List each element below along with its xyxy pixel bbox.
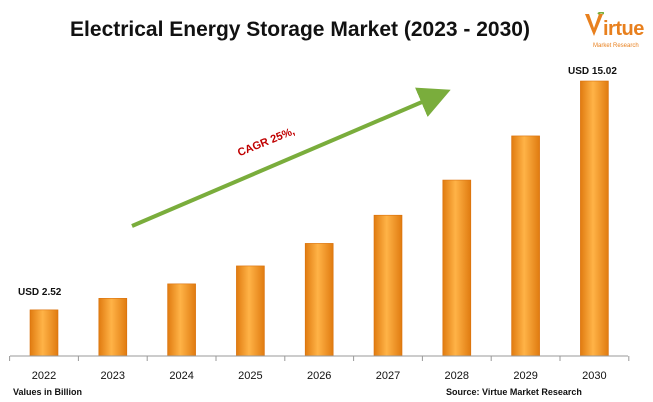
data-label-first: USD 2.52: [18, 287, 62, 298]
bar-2022: [29, 309, 59, 357]
units-note: Values in Billion: [13, 387, 83, 397]
x-tick-label-2026: 2026: [307, 370, 331, 382]
data-label-last: USD 15.02: [568, 66, 617, 77]
cagr-arrow: [131, 87, 451, 228]
x-tick-label-2022: 2022: [32, 370, 56, 382]
x-tick-label-2029: 2029: [513, 370, 537, 382]
x-tick-label-2027: 2027: [376, 370, 400, 382]
x-tick-label-2024: 2024: [169, 370, 193, 382]
bar-2026: [304, 243, 334, 357]
x-tick-label-2030: 2030: [582, 370, 606, 382]
bar-2030: [580, 80, 609, 357]
chart-title: Electrical Energy Storage Market (2023 -…: [70, 18, 530, 41]
source-note: Source: Virtue Market Research: [446, 387, 582, 397]
x-tick-label-2025: 2025: [238, 370, 262, 382]
logo-word: irtue: [603, 18, 644, 40]
bar-2025: [236, 265, 265, 357]
bar-2029: [511, 135, 540, 357]
virtue-logo: irtue Market Research: [584, 10, 648, 56]
logo-v-mark-icon: [585, 12, 604, 36]
bar-2024: [167, 283, 196, 357]
logo-subtitle: Market Research: [593, 43, 639, 49]
bar-2023: [98, 298, 128, 357]
x-tick-label-2023: 2023: [101, 370, 125, 382]
x-tick-label-2028: 2028: [445, 370, 469, 382]
bar-2027: [373, 214, 403, 357]
bar-2028: [442, 179, 472, 357]
